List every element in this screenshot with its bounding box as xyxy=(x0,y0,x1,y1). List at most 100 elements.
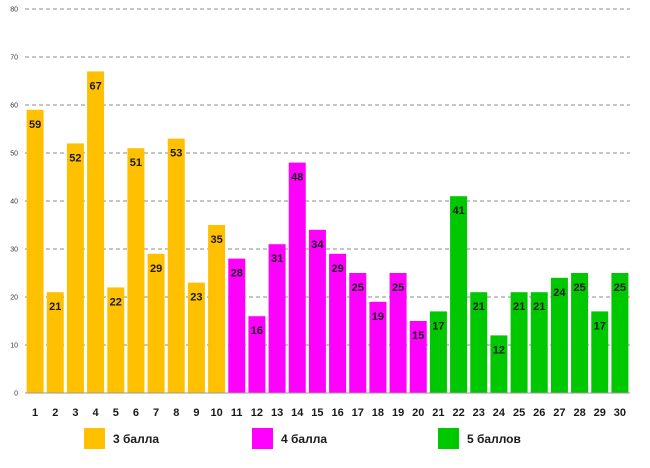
bar xyxy=(591,311,609,393)
bar xyxy=(490,335,508,393)
data-label: 41 xyxy=(452,205,464,217)
data-label: 25 xyxy=(352,282,364,294)
bar xyxy=(369,301,387,393)
bar xyxy=(87,71,105,394)
x-tick-label: 25 xyxy=(513,407,525,419)
x-tick-label: 4 xyxy=(93,407,100,419)
data-label: 35 xyxy=(210,234,222,246)
data-label: 25 xyxy=(614,282,626,294)
data-label: 16 xyxy=(251,325,263,337)
x-tick-label: 24 xyxy=(493,407,506,419)
x-tick-label: 20 xyxy=(412,407,424,419)
data-label: 21 xyxy=(473,301,485,313)
data-label: 53 xyxy=(170,148,182,160)
gridlines xyxy=(25,8,630,346)
y-tick-label: 10 xyxy=(10,343,18,350)
bar xyxy=(450,196,468,393)
legend-item-5: 5 баллов xyxy=(438,428,521,449)
data-label: 19 xyxy=(372,311,384,323)
y-tick-label: 60 xyxy=(10,103,18,110)
data-label: 67 xyxy=(89,80,101,92)
x-tick-label: 28 xyxy=(573,407,585,419)
legend: 3 балла 4 балла 5 баллов xyxy=(0,428,650,452)
legend-swatch-4 xyxy=(252,428,273,449)
x-tick-label: 21 xyxy=(432,407,444,419)
bar xyxy=(308,229,326,393)
x-tick-label: 9 xyxy=(193,407,199,419)
x-tick-label: 5 xyxy=(113,407,119,419)
x-tick-label: 8 xyxy=(173,407,179,419)
x-tick-label: 2 xyxy=(52,407,58,419)
bar xyxy=(167,138,185,393)
y-tick-label: 50 xyxy=(10,151,18,158)
data-label: 59 xyxy=(29,119,41,131)
y-tick-label: 40 xyxy=(10,199,18,206)
x-tick-label: 19 xyxy=(392,407,404,419)
bars xyxy=(26,71,629,394)
bar xyxy=(66,143,84,393)
x-tick-label: 18 xyxy=(372,407,384,419)
data-label: 29 xyxy=(150,263,162,275)
bar xyxy=(329,253,347,393)
data-label: 17 xyxy=(432,320,444,332)
legend-label-5: 5 баллов xyxy=(467,431,521,446)
x-tick-label: 11 xyxy=(231,407,243,419)
data-label: 22 xyxy=(110,296,122,308)
bar xyxy=(571,273,589,393)
x-tick-label: 26 xyxy=(533,407,545,419)
y-axis-ticks: 0 10 20 30 40 50 60 70 80 xyxy=(10,7,18,398)
legend-item-3: 3 балла xyxy=(84,428,159,449)
x-axis-ticks: 1 2 3 4 5 6 7 8 9 10 11 12 13 14 15 16 17 18 19 20 21 22 23 24 2… xyxy=(32,407,626,419)
y-tick-label: 70 xyxy=(10,55,18,62)
x-tick-label: 12 xyxy=(251,407,263,419)
x-tick-label: 13 xyxy=(271,407,283,419)
x-tick-label: 17 xyxy=(352,407,364,419)
x-tick-label: 29 xyxy=(594,407,606,419)
legend-label-3: 3 балла xyxy=(113,431,160,446)
data-label: 25 xyxy=(573,282,585,294)
data-label: 34 xyxy=(311,239,324,251)
data-label: 21 xyxy=(533,301,545,313)
x-tick-label: 16 xyxy=(331,407,343,419)
data-labels: 59 21 52 67 22 51 29 53 23 35 28 16 31 48 34 29 25 19 25 15… xyxy=(29,80,626,356)
data-label: 52 xyxy=(69,152,81,164)
data-label: 17 xyxy=(594,320,606,332)
bar xyxy=(349,273,367,393)
data-label: 23 xyxy=(190,292,202,304)
data-label: 15 xyxy=(412,330,424,342)
legend-item-4: 4 балла xyxy=(252,428,327,449)
data-label: 24 xyxy=(553,287,566,299)
x-tick-label: 15 xyxy=(311,407,323,419)
bar xyxy=(510,292,528,393)
y-tick-label: 0 xyxy=(14,391,18,398)
bar xyxy=(611,273,629,393)
x-tick-label: 3 xyxy=(72,407,78,419)
bar xyxy=(228,258,246,393)
x-tick-label: 10 xyxy=(210,407,222,419)
x-tick-label: 30 xyxy=(614,407,626,419)
legend-swatch-3 xyxy=(84,428,105,449)
data-label: 21 xyxy=(513,301,525,313)
bar xyxy=(208,225,226,393)
data-label: 28 xyxy=(231,268,243,280)
y-tick-label: 20 xyxy=(10,295,18,302)
bar xyxy=(46,292,64,393)
bar xyxy=(550,277,568,393)
legend-swatch-5 xyxy=(438,428,459,449)
bar xyxy=(107,287,125,393)
bar xyxy=(389,273,407,393)
data-label: 51 xyxy=(130,157,142,169)
data-label: 21 xyxy=(49,301,61,313)
bar xyxy=(147,253,165,393)
legend-label-4: 4 балла xyxy=(281,431,328,446)
data-label: 12 xyxy=(493,344,505,356)
bar xyxy=(409,321,427,393)
x-tick-label: 22 xyxy=(452,407,464,419)
bar xyxy=(530,292,548,393)
bar xyxy=(429,311,447,393)
bar xyxy=(127,148,145,393)
bar xyxy=(187,282,205,393)
bar xyxy=(248,316,266,393)
x-tick-label: 27 xyxy=(553,407,565,419)
